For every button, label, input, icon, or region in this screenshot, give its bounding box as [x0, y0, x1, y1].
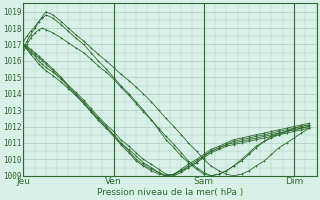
X-axis label: Pression niveau de la mer( hPa ): Pression niveau de la mer( hPa )	[97, 188, 243, 197]
